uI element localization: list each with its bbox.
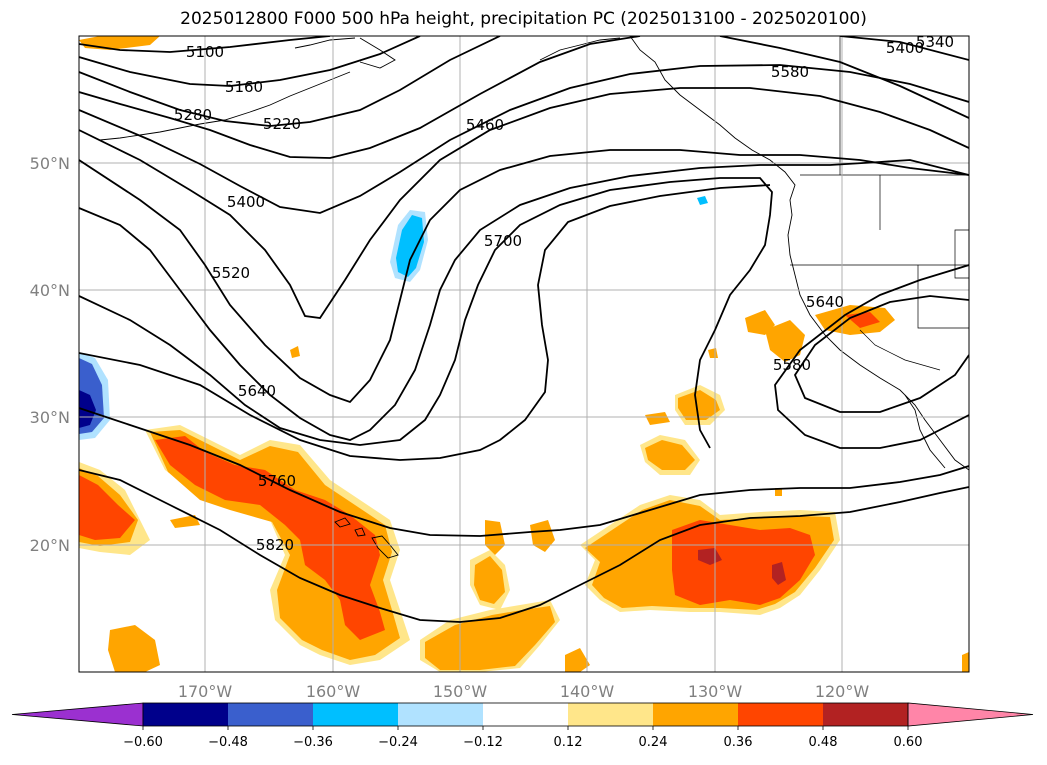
colorbar-segment xyxy=(143,703,228,726)
colorbar-tick-label: −0.12 xyxy=(463,735,503,750)
lon-label: 130°W xyxy=(688,682,743,701)
height-contours xyxy=(79,36,969,623)
colorbar-segment xyxy=(228,703,313,726)
precip-area xyxy=(474,556,505,604)
colorbar-extend-high xyxy=(907,702,1034,727)
borders xyxy=(790,36,969,371)
colorbar-tick-label: 0.12 xyxy=(554,735,583,750)
colorbar-frame xyxy=(142,702,909,727)
colorbar-segment xyxy=(823,703,908,726)
precip-area xyxy=(678,390,720,420)
precip-area xyxy=(775,488,782,496)
precip-area xyxy=(565,648,590,672)
contour-label: 5760 xyxy=(258,472,296,490)
precip-area xyxy=(765,320,805,362)
precip-area xyxy=(962,652,969,672)
precip-area xyxy=(745,310,775,335)
contour-label: 5640 xyxy=(238,382,276,400)
contour-label: 5640 xyxy=(806,293,844,311)
lat-label: 40°N xyxy=(30,281,70,300)
colorbar-segment xyxy=(313,703,398,726)
colorbar-tick-label: 0.48 xyxy=(809,735,838,750)
lon-label: 120°W xyxy=(815,682,870,701)
precip-area xyxy=(485,520,505,555)
colorbar-tick-label: −0.24 xyxy=(378,735,418,750)
precip-area xyxy=(79,390,96,428)
precip-shading xyxy=(79,36,969,672)
precip-area xyxy=(698,548,722,565)
contour-label: 5580 xyxy=(773,356,811,374)
lon-label: 160°W xyxy=(306,682,361,701)
colorbar-tick-label: −0.60 xyxy=(123,735,163,750)
contour-label: 5100 xyxy=(186,43,224,61)
colorbar-tick-label: −0.36 xyxy=(293,735,333,750)
contour-label: 5820 xyxy=(256,536,294,554)
contour-label: 5460 xyxy=(466,116,504,134)
precip-area xyxy=(645,412,670,425)
lon-label: 150°W xyxy=(433,682,488,701)
colorbar-segment xyxy=(653,703,738,726)
precip-area xyxy=(772,562,786,585)
graticule xyxy=(79,36,969,672)
contour-label: 5160 xyxy=(225,78,263,96)
lon-label: 170°W xyxy=(178,682,233,701)
colorbar-tick-label: 0.36 xyxy=(724,735,753,750)
map-title: 2025012800 F000 500 hPa height, precipit… xyxy=(180,9,867,29)
colorbar-extend-low xyxy=(11,702,144,727)
precip-area xyxy=(425,606,555,670)
colorbar-segment xyxy=(483,703,568,726)
longitude-labels: 170°W 160°W 150°W 140°W 130°W 120°W xyxy=(178,682,870,701)
precip-area xyxy=(530,520,555,552)
lat-label: 30°N xyxy=(30,408,70,427)
contour-labels: 5100 5160 5280 5220 5400 5460 5520 5700 … xyxy=(174,33,954,554)
colorbar-tick-label: 0.60 xyxy=(894,735,923,750)
precip-area xyxy=(697,196,708,205)
lon-label: 140°W xyxy=(560,682,615,701)
contour-label: 5280 xyxy=(174,106,212,124)
colorbar-tick-label: 0.24 xyxy=(639,735,668,750)
contour-label: 5400 xyxy=(227,193,265,211)
precip-area xyxy=(396,215,424,277)
precip-area xyxy=(155,436,385,640)
contour-label: 5400 xyxy=(886,39,924,57)
precip-area xyxy=(79,475,135,540)
colorbar-segment xyxy=(738,703,823,726)
lat-label: 50°N xyxy=(30,154,70,173)
contour-label: 5340 xyxy=(916,33,954,51)
colorbar-segment xyxy=(398,703,483,726)
contour-label: 5220 xyxy=(263,115,301,133)
contour-label: 5580 xyxy=(771,63,809,81)
lat-label: 20°N xyxy=(30,536,70,555)
latitude-labels: 50°N 40°N 30°N 20°N xyxy=(30,154,70,555)
colorbar: −0.60 −0.48 −0.36 −0.24 −0.12 0.12 0.24 0.36 0.4… xyxy=(11,702,1034,750)
contour-label: 5700 xyxy=(484,232,522,250)
map-frame xyxy=(78,35,970,673)
precip-area xyxy=(645,440,695,470)
precip-area xyxy=(290,346,300,358)
colorbar-tick-label: −0.48 xyxy=(208,735,248,750)
contour-label: 5520 xyxy=(212,264,250,282)
colorbar-segment xyxy=(568,703,653,726)
precip-area xyxy=(170,515,200,528)
precip-area xyxy=(108,625,160,672)
